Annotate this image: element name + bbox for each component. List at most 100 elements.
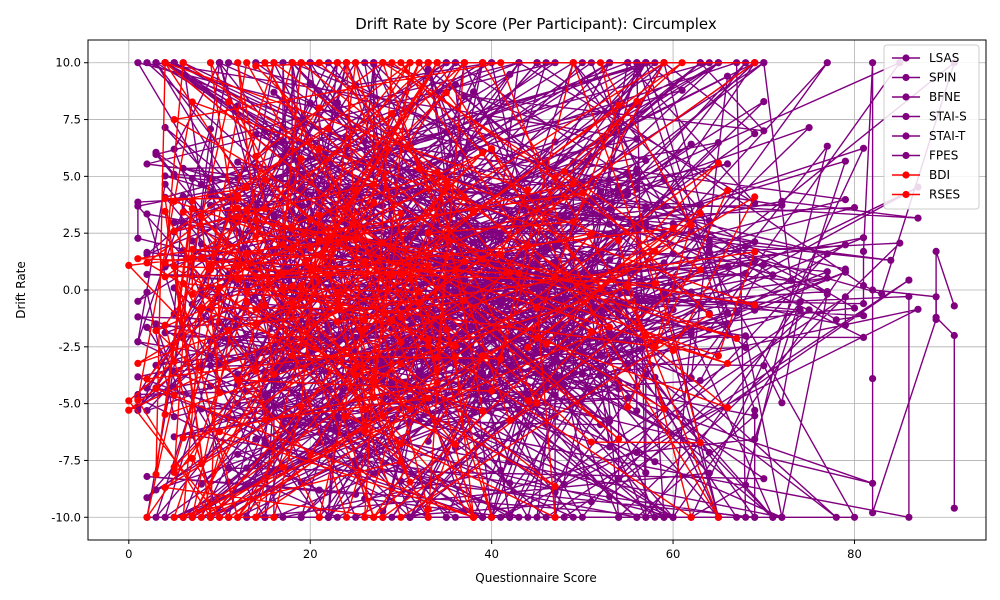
data-point xyxy=(624,394,632,402)
data-point xyxy=(832,513,840,521)
data-point xyxy=(850,304,859,312)
data-point xyxy=(134,338,142,346)
data-point xyxy=(488,513,496,521)
data-point xyxy=(506,416,514,424)
data-point xyxy=(188,254,196,262)
data-point xyxy=(751,513,759,521)
data-point xyxy=(587,327,596,336)
data-point xyxy=(342,412,351,420)
data-point xyxy=(488,387,496,395)
data-point xyxy=(714,352,723,360)
data-point xyxy=(914,305,922,313)
data-point xyxy=(352,235,360,243)
data-point xyxy=(714,513,723,521)
data-point xyxy=(633,184,641,193)
data-point xyxy=(397,270,405,278)
data-point xyxy=(606,493,614,501)
data-point xyxy=(859,312,868,320)
data-point xyxy=(352,59,360,67)
data-point xyxy=(932,313,940,321)
data-point xyxy=(315,104,323,112)
data-point xyxy=(206,513,215,521)
data-point xyxy=(615,513,623,521)
data-point xyxy=(225,59,233,67)
data-point xyxy=(215,513,224,521)
data-point xyxy=(424,336,432,344)
data-point xyxy=(406,478,414,486)
data-point xyxy=(406,405,414,413)
data-point xyxy=(188,237,196,245)
data-point xyxy=(188,98,196,106)
data-point xyxy=(370,393,378,401)
data-point xyxy=(596,284,605,292)
data-point xyxy=(197,513,205,521)
data-point xyxy=(397,513,405,521)
data-point xyxy=(760,362,768,370)
data-point xyxy=(125,261,133,269)
data-point xyxy=(479,352,487,360)
data-point xyxy=(932,293,940,301)
data-point xyxy=(152,384,160,393)
data-point xyxy=(606,176,614,184)
data-point xyxy=(397,209,405,218)
data-point xyxy=(206,201,215,209)
data-point xyxy=(206,261,215,269)
data-point xyxy=(270,513,278,521)
data-point xyxy=(188,245,196,253)
data-point xyxy=(270,59,278,67)
data-point xyxy=(615,309,623,317)
data-point xyxy=(651,280,659,288)
data-point xyxy=(451,80,459,89)
data-point xyxy=(243,298,251,306)
data-point xyxy=(306,451,314,459)
data-point xyxy=(723,359,732,367)
data-point xyxy=(497,355,505,363)
data-point xyxy=(424,513,432,521)
data-point xyxy=(469,513,478,521)
data-point xyxy=(161,321,169,329)
data-point xyxy=(188,454,196,463)
data-point xyxy=(143,210,151,218)
data-point xyxy=(742,242,750,251)
data-point xyxy=(442,182,450,190)
y-tick-label: -7.5 xyxy=(59,453,81,467)
data-point xyxy=(243,249,251,257)
data-point xyxy=(134,59,142,67)
data-point xyxy=(279,240,287,248)
data-point xyxy=(306,79,314,87)
data-point xyxy=(905,276,913,284)
data-point xyxy=(370,513,378,521)
data-point xyxy=(606,256,614,264)
data-point xyxy=(379,239,387,247)
data-point xyxy=(261,416,269,424)
data-point xyxy=(170,197,178,205)
legend-swatch-marker xyxy=(902,73,910,82)
data-point xyxy=(388,316,396,324)
data-point xyxy=(170,357,178,365)
data-point xyxy=(333,289,341,297)
data-point xyxy=(397,59,405,67)
data-point xyxy=(633,513,641,521)
data-point xyxy=(252,367,260,375)
data-point xyxy=(288,244,296,252)
y-tick-label: -2.5 xyxy=(59,340,81,354)
data-point xyxy=(352,364,360,372)
data-point xyxy=(696,201,704,209)
data-point xyxy=(479,371,487,379)
data-point xyxy=(624,403,632,411)
data-point xyxy=(805,124,813,132)
data-point xyxy=(370,198,378,206)
data-point xyxy=(234,195,242,203)
data-point xyxy=(742,513,750,521)
data-point xyxy=(624,336,632,344)
legend-swatch-marker xyxy=(902,151,910,160)
data-point xyxy=(252,232,260,240)
data-point xyxy=(315,59,323,67)
data-point xyxy=(279,421,287,429)
y-tick-label: 10.0 xyxy=(55,56,81,70)
data-point xyxy=(723,160,732,168)
data-point xyxy=(134,202,142,210)
data-point xyxy=(615,435,623,443)
data-point xyxy=(379,507,387,515)
data-point xyxy=(606,204,614,213)
